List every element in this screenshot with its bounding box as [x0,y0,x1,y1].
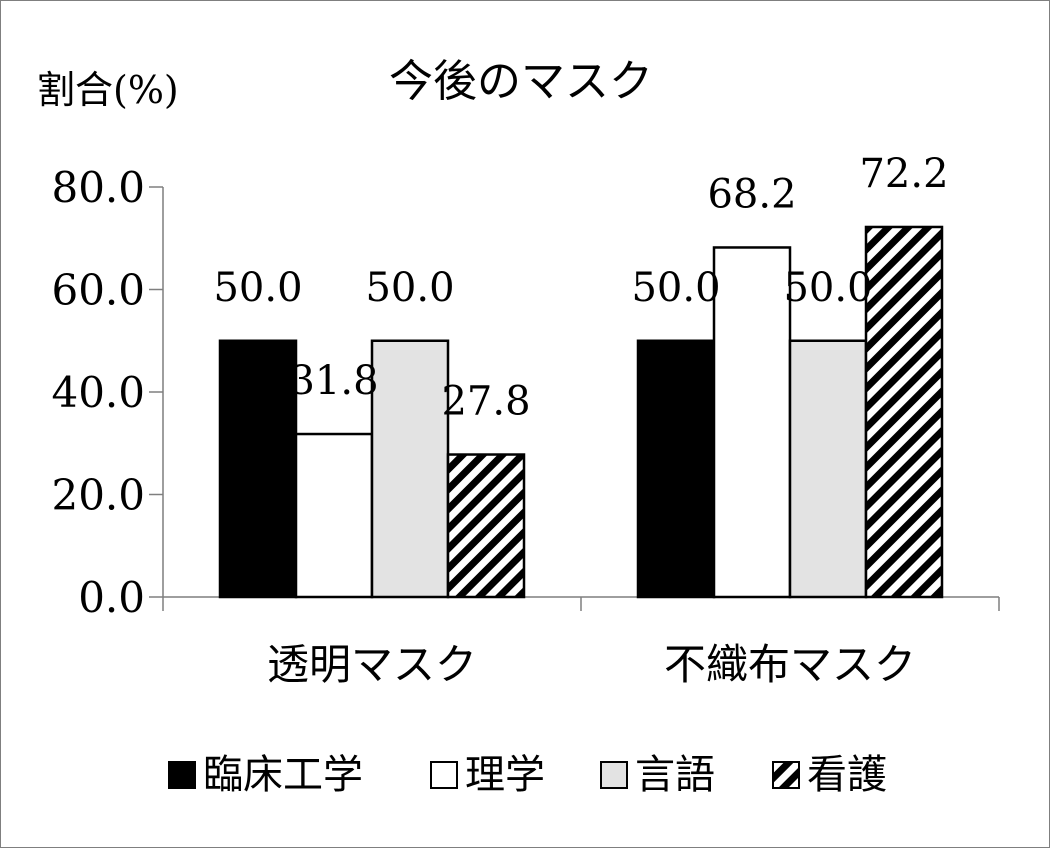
data-label: 50.0 [631,265,720,311]
legend: 臨床工学 理学 言語 看護 [168,752,887,798]
data-label: 31.8 [289,358,378,404]
legend-label: 臨床工学 [203,752,363,798]
bar [636,339,716,599]
data-label: 72.2 [859,151,948,197]
legend-label: 理学 [465,752,545,798]
y-tick-label: 60.0 [51,266,145,315]
data-label: 50.0 [365,265,454,311]
bar [370,339,450,599]
legend-label: 看護 [807,752,887,798]
legend-label: 言語 [635,752,715,798]
data-label: 50.0 [783,265,872,311]
data-labels: 50.0 31.8 50.0 27.8 50.0 68.2 50.0 72.2 [213,151,948,425]
legend-swatch [430,761,458,789]
bar [712,246,792,599]
data-label: 50.0 [213,265,302,311]
data-label: 68.2 [707,171,796,217]
y-axis-label: 割合(%) [37,68,179,112]
y-tick-label: 0.0 [78,573,145,622]
bar [446,453,526,599]
x-category-label: 透明マスク [267,640,477,689]
legend-swatch [168,761,196,789]
data-label: 27.8 [441,379,530,425]
legend-swatch [600,761,628,789]
x-category-label: 不織布マスク [664,640,916,689]
y-tick-label: 80.0 [51,163,145,212]
bar [788,339,868,599]
bar [218,339,298,599]
legend-swatch [772,761,800,789]
bar [864,225,944,599]
y-tick-label: 40.0 [51,368,145,417]
y-tick-label: 20.0 [51,471,145,520]
bars [218,225,944,599]
chart-title: 今後のマスク [389,56,653,107]
bar [294,432,374,599]
